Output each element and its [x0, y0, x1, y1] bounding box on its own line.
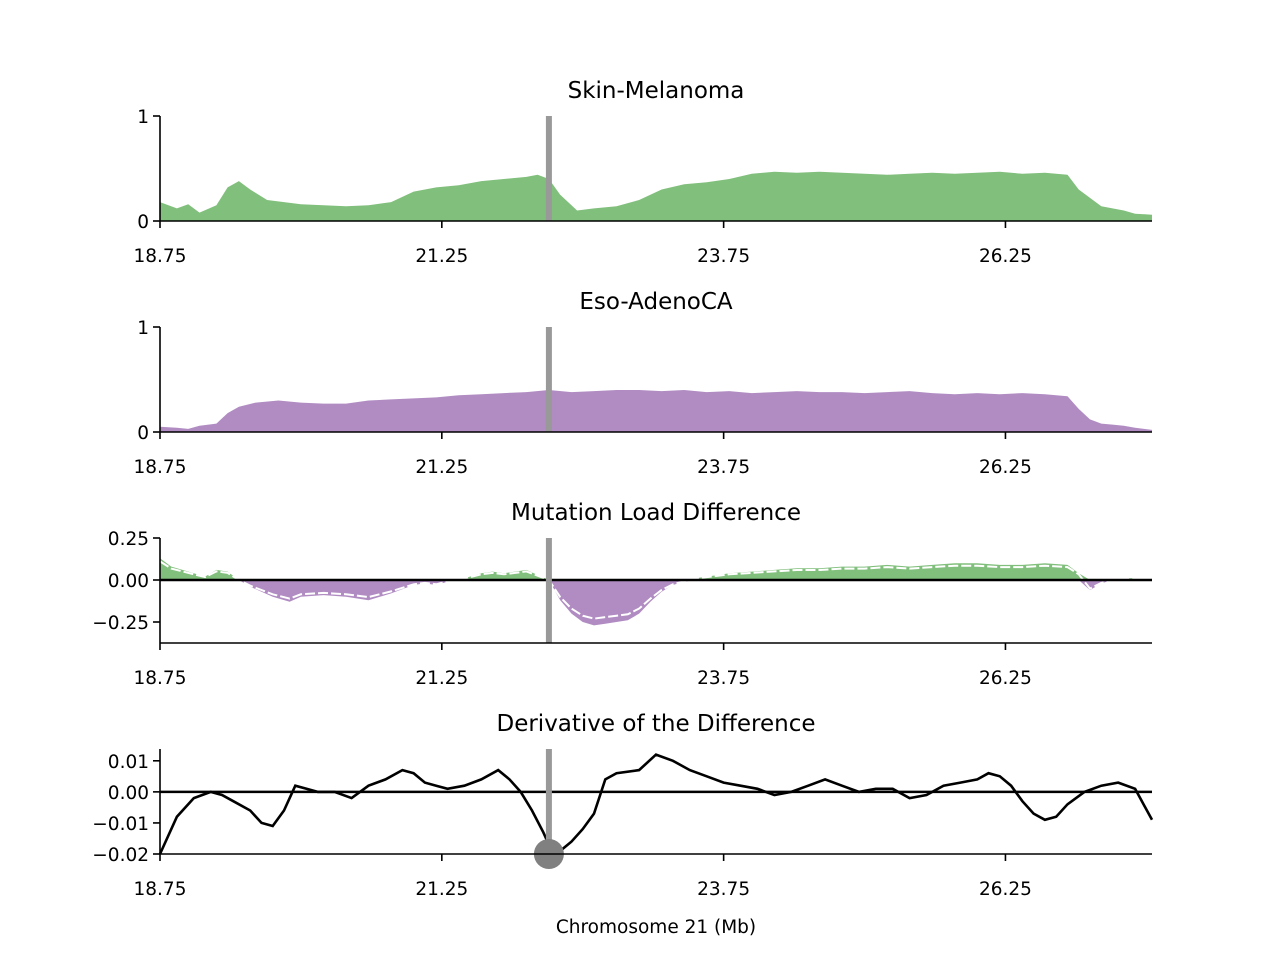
x-tick-label: 26.25 [979, 246, 1032, 267]
x-tick-label: 26.25 [979, 457, 1032, 478]
x-tick-label: 23.75 [697, 246, 750, 267]
y-tick-label: 1 [137, 107, 149, 128]
panel-title: Derivative of the Difference [496, 711, 815, 737]
y-tick-label: −0.25 [92, 613, 149, 634]
x-tick-label: 21.25 [415, 457, 468, 478]
y-tick-label: −0.01 [92, 814, 149, 835]
negative-area [160, 580, 1152, 626]
series-line [158, 753, 1154, 855]
panel-2: Eso-AdenoCA 0 1 18.75 21.25 23.75 26.25 [134, 289, 1152, 478]
positive-area [160, 558, 1152, 580]
y-tick-label: 0 [137, 212, 149, 233]
series-area [160, 390, 1152, 432]
series-area [160, 171, 1152, 221]
x-tick-label: 18.75 [134, 457, 187, 478]
x-tick-label: 21.25 [415, 668, 468, 689]
x-tick-label: 18.75 [134, 246, 187, 267]
x-tick-label: 23.75 [697, 879, 750, 900]
x-tick-label: 23.75 [697, 668, 750, 689]
x-tick-label: 18.75 [134, 668, 187, 689]
y-tick-label: −0.02 [92, 845, 149, 866]
y-tick-label: 0.00 [108, 783, 149, 804]
x-tick-label: 26.25 [979, 668, 1032, 689]
panel-title: Mutation Load Difference [511, 500, 801, 526]
x-tick-label: 21.25 [415, 246, 468, 267]
y-tick-label: 0.25 [108, 529, 149, 550]
y-tick-label: 1 [137, 318, 149, 339]
panel-3: Mutation Load Difference 0.25 0.00 −0.25 18.… [92, 500, 1153, 689]
smoothed-line [159, 560, 1153, 620]
y-tick-label: 0.00 [108, 571, 149, 592]
panel-title: Eso-AdenoCA [579, 289, 733, 315]
x-tick-label: 21.25 [415, 879, 468, 900]
x-axis-label: Chromosome 21 (Mb) [556, 917, 756, 938]
x-tick-label: 18.75 [134, 879, 187, 900]
y-tick-label: 0 [137, 423, 149, 444]
panel-title: Skin-Melanoma [568, 78, 745, 104]
panel-4: Derivative of the Difference 0.01 0.00 −0.0… [92, 711, 1154, 900]
y-tick-label: 0.01 [108, 752, 149, 773]
panel-1: Skin-Melanoma 0 1 18.75 21.25 23.75 26.25 [134, 78, 1152, 267]
x-tick-label: 26.25 [979, 879, 1032, 900]
x-tick-label: 23.75 [697, 457, 750, 478]
